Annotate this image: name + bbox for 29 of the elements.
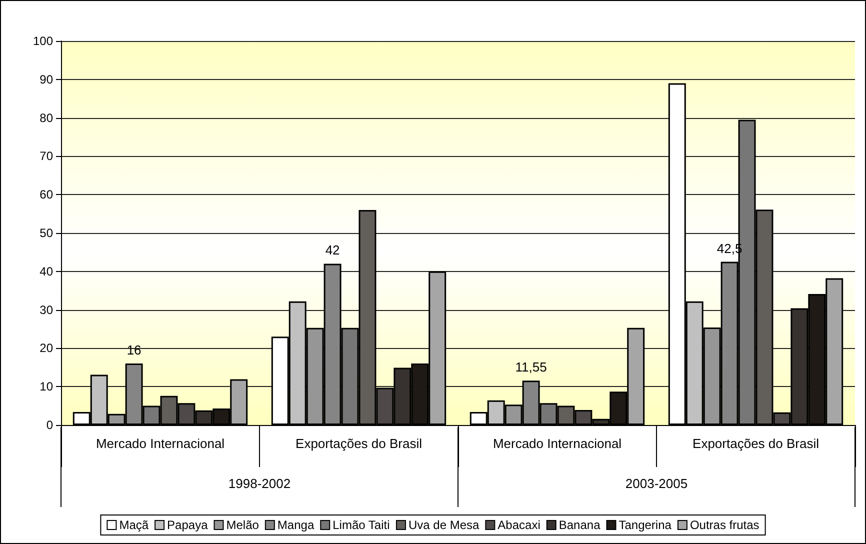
y-tick-label: 10: [40, 380, 54, 394]
legend-label: Abacaxi: [498, 518, 540, 532]
legend-label: Papaya: [167, 518, 208, 532]
x-tick-label: Exportações do Brasil: [692, 436, 820, 451]
data-label: 42: [325, 242, 340, 258]
y-tick-label: 80: [40, 110, 54, 125]
legend-label: Melão: [226, 518, 260, 532]
text: 1998-2002: [228, 476, 291, 491]
y-tick-label: 100: [32, 34, 54, 48]
legend-label: Uva de Mesa: [408, 518, 480, 532]
legend-label: Outras frutas: [690, 518, 760, 532]
y-tick-label: 0: [46, 418, 54, 432]
legend-label: Banana: [558, 518, 601, 532]
y-tick-label: 60: [40, 188, 54, 202]
y-tick-label: 50: [40, 226, 54, 240]
x-tick-label: Exportações do Brasil: [296, 436, 422, 451]
text: 2003-2005: [625, 476, 688, 491]
y-tick-label: 40: [40, 264, 54, 278]
legend-label: Tangerina: [618, 518, 672, 532]
legend-label: Limão Taiti: [332, 518, 390, 532]
x-tick-label: Mercado Internacional: [96, 436, 225, 451]
y-tick-label: 20: [40, 341, 54, 356]
y-tick-label: 70: [40, 149, 54, 164]
x-tick-label: Mercado Internacional: [492, 436, 622, 451]
legend-label: Manga: [277, 518, 314, 532]
legend-label: Maçã: [119, 518, 149, 532]
y-tick-label: 90: [40, 72, 54, 86]
data-label: 11,55: [515, 360, 547, 375]
y-tick-label: 30: [40, 302, 54, 317]
